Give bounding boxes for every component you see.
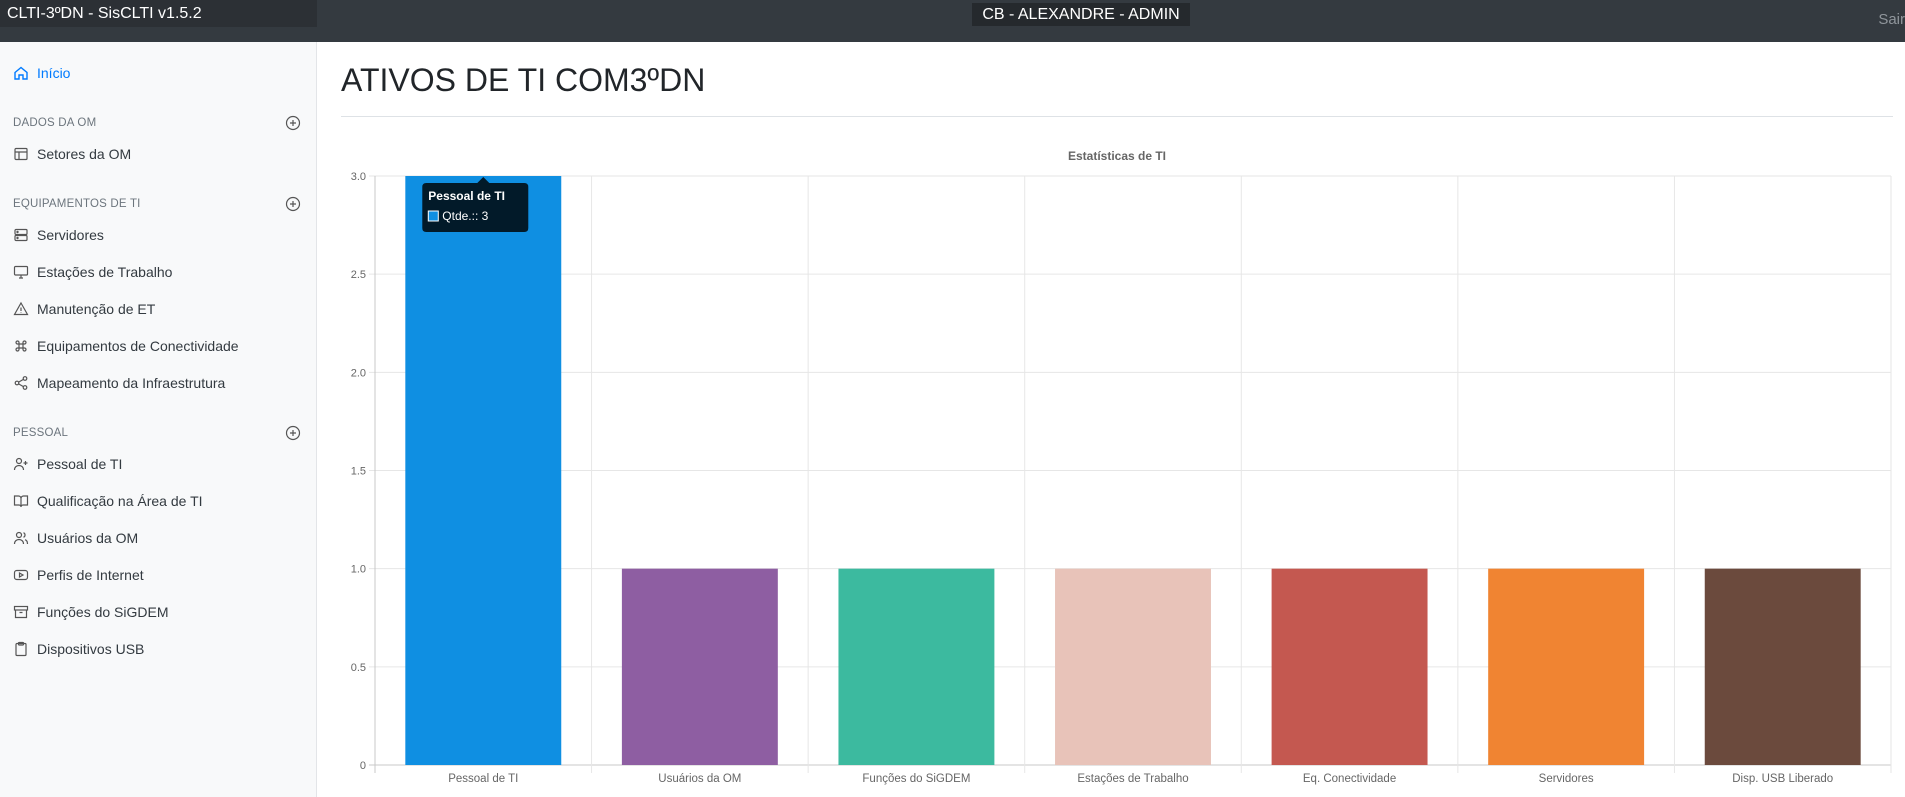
x-tick-label: Funções do SiGDEM (862, 773, 970, 785)
section-title-equipamentos: EQUIPAMENTOS DE TI (13, 198, 141, 210)
y-tick-label: 3.0 (351, 171, 366, 183)
sidebar-item-setores[interactable]: Setores da OM (13, 143, 131, 165)
y-tick-label: 1.0 (351, 564, 366, 576)
sidebar-item-estacoes[interactable]: Estações de Trabalho (13, 261, 172, 283)
sidebar-item-label: Qualificação na Área de TI (37, 493, 203, 509)
title-divider (341, 116, 1893, 117)
x-tick-label: Usuários da OM (658, 773, 741, 785)
layout-icon (14, 147, 28, 161)
user-plus-icon (13, 457, 28, 471)
top-navbar: CLTI-3ºDN - SisCLTI v1.5.2 CB - ALEXANDR… (0, 0, 1905, 42)
bar[interactable] (1271, 568, 1428, 765)
bar[interactable] (405, 176, 562, 765)
sidebar-item-usb[interactable]: Dispositivos USB (13, 638, 144, 660)
sidebar-item-label: Mapeamento da Infraestrutura (37, 375, 226, 391)
sidebar-item-conectividade[interactable]: Equipamentos de Conectividade (13, 335, 239, 357)
tooltip-title: Pessoal de TI (428, 189, 505, 203)
sidebar-item-label: Manutenção de ET (37, 301, 156, 317)
chart-tooltip: Pessoal de TI Qtde.:: 3 (422, 177, 529, 232)
y-tick-label: 0.5 (351, 662, 366, 674)
signout-link[interactable]: Sair (1878, 11, 1905, 28)
bar[interactable] (621, 568, 778, 765)
x-tick-label: Estações de Trabalho (1077, 773, 1188, 785)
home-icon (14, 66, 28, 80)
chart-x-axis: Pessoal de TI Usuários da OM Funções do Si… (448, 773, 1833, 785)
chart-y-axis: 0 0.5 1.0 1.5 2.0 2.5 3.0 (351, 171, 366, 772)
sidebar: Início DADOS DA OM Setores da OM EQUIPAM… (0, 42, 317, 797)
sidebar-item-home[interactable]: Início (13, 62, 70, 84)
clipboard-icon (15, 641, 27, 657)
book-open-icon (13, 495, 29, 508)
add-circle-icon[interactable] (285, 425, 301, 441)
sidebar-item-usuarios[interactable]: Usuários da OM (13, 527, 138, 549)
bar[interactable] (838, 568, 995, 765)
sidebar-item-manutencao[interactable]: Manutenção de ET (13, 298, 155, 320)
sidebar-item-label: Funções do SiGDEM (37, 604, 169, 620)
add-circle-icon[interactable] (285, 115, 301, 131)
x-tick-label: Pessoal de TI (448, 773, 518, 785)
command-icon (15, 340, 27, 352)
bar-chart: Estatísticas de TI 0 0.5 1.0 1.5 2.0 2.5 3.0 P… (351, 149, 1892, 785)
sidebar-item-label: Usuários da OM (37, 530, 139, 546)
sidebar-item-label: Servidores (37, 227, 104, 243)
sidebar-item-servidores[interactable]: Servidores (13, 224, 104, 246)
tooltip-label: Qtde.:: 3 (442, 209, 488, 223)
chart-bars (405, 176, 1861, 765)
y-tick-label: 1.5 (351, 466, 366, 478)
bar[interactable] (1488, 568, 1645, 765)
x-tick-label: Disp. USB Liberado (1732, 773, 1833, 785)
tooltip-swatch (427, 210, 439, 222)
sidebar-item-perfis[interactable]: Perfis de Internet (13, 564, 144, 586)
chart-title: Estatísticas de TI (1068, 149, 1166, 163)
alert-triangle-icon (13, 301, 29, 316)
sidebar-item-label: Perfis de Internet (37, 567, 144, 583)
sidebar-item-label: Dispositivos USB (37, 641, 145, 657)
page-title: ATIVOS DE TI COM3ºDN (341, 62, 706, 98)
sidebar-item-mapeamento[interactable]: Mapeamento da Infraestrutura (13, 372, 225, 394)
sidebar-item-label: Setores da OM (37, 146, 132, 162)
add-circle-icon[interactable] (285, 196, 301, 212)
app-brand[interactable]: CLTI-3ºDN - SisCLTI v1.5.2 (0, 0, 317, 27)
user-badge: CB - ALEXANDRE - ADMIN (972, 3, 1190, 26)
bar[interactable] (1055, 568, 1211, 765)
sidebar-item-label: Equipamentos de Conectividade (37, 338, 239, 354)
y-tick-label: 2.0 (351, 367, 366, 379)
server-icon (14, 228, 28, 242)
y-tick-label: 0 (360, 760, 366, 772)
section-title-dados-om: DADOS DA OM (13, 117, 97, 129)
sidebar-item-qualificacao[interactable]: Qualificação na Área de TI (13, 490, 203, 512)
sidebar-item-label: Início (37, 65, 71, 81)
sidebar-item-label: Pessoal de TI (37, 456, 123, 472)
sidebar-item-funcoes[interactable]: Funções do SiGDEM (13, 601, 169, 623)
section-title-pessoal: PESSOAL (13, 427, 69, 439)
archive-icon (13, 605, 29, 619)
monitor-icon (13, 265, 29, 279)
sidebar-item-label: Estações de Trabalho (37, 264, 173, 280)
x-tick-label: Eq. Conectividade (1303, 773, 1396, 785)
y-tick-label: 2.5 (351, 269, 366, 281)
youtube-icon (13, 569, 29, 581)
bar[interactable] (1704, 568, 1861, 765)
tooltip-box (422, 177, 529, 232)
share-icon (14, 376, 28, 390)
x-tick-label: Servidores (1539, 773, 1594, 785)
users-icon (13, 531, 29, 545)
sidebar-item-pessoal-ti[interactable]: Pessoal de TI (13, 453, 122, 475)
